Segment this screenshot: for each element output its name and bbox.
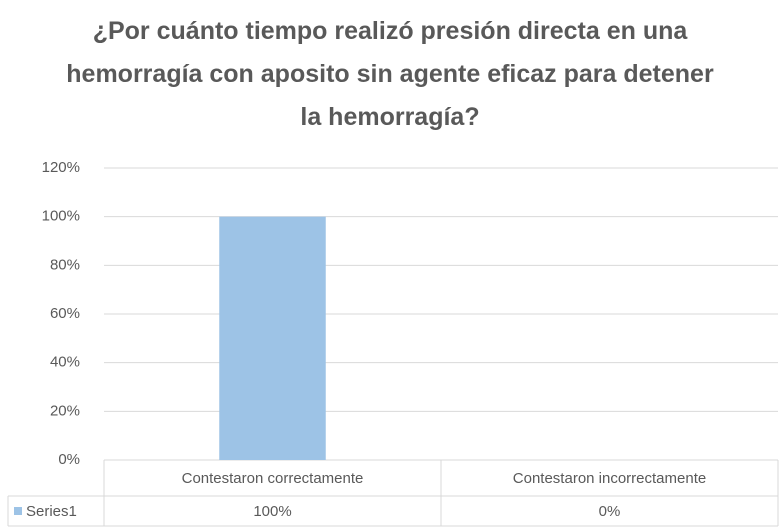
y-tick-label: 80% <box>50 256 80 273</box>
y-tick-label: 40% <box>50 354 80 371</box>
x-tick-label: Contestaron correctamente <box>182 470 364 487</box>
bar <box>219 216 326 460</box>
legend-key <box>14 507 22 515</box>
y-tick-label: 20% <box>50 402 80 419</box>
x-tick-label: Contestaron incorrectamente <box>513 470 706 487</box>
y-tick-label: 60% <box>50 305 80 322</box>
y-tick-label: 100% <box>42 208 80 225</box>
y-tick-label: 120% <box>42 159 80 176</box>
table-value: 100% <box>253 503 291 520</box>
table-value: 0% <box>599 503 621 520</box>
chart-title: ¿Por cuánto tiempo realizó presión direc… <box>66 17 714 131</box>
legend-label: Series1 <box>26 503 77 520</box>
y-tick-label: 0% <box>58 451 80 468</box>
